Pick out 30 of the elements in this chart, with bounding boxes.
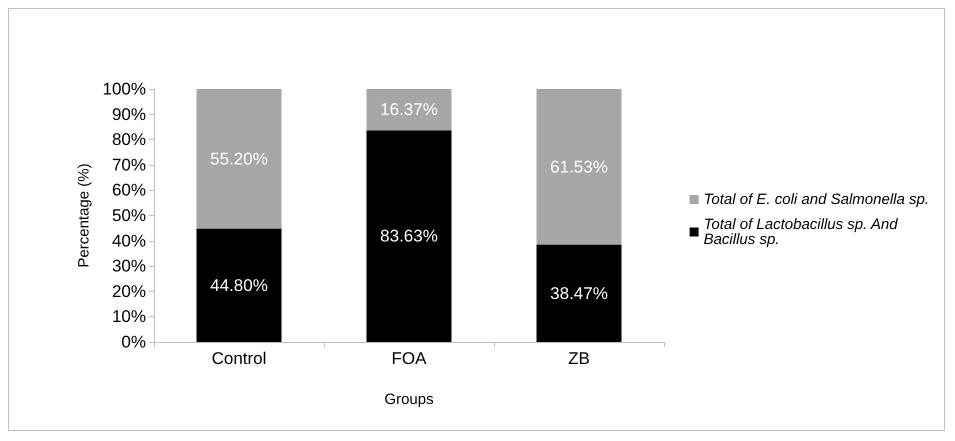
bar <box>366 130 452 342</box>
y-tick-label: 0% <box>121 332 146 352</box>
bar <box>536 244 622 342</box>
legend-label: Total of Lactobacillus sp. And Bacillus sp. <box>704 216 902 248</box>
y-tick-label: 100% <box>102 80 146 98</box>
data-label: 16.37% <box>380 100 438 120</box>
y-axis-title: Percentage (%) <box>76 163 93 268</box>
y-tick-label: 10% <box>112 307 146 326</box>
y-tick-label: 50% <box>112 206 146 225</box>
x-tick-label: FOA <box>392 349 428 368</box>
y-tick-label: 40% <box>112 231 146 250</box>
bar <box>536 89 622 245</box>
data-label: 55.20% <box>210 149 268 168</box>
data-label: 44.80% <box>210 276 268 295</box>
data-label: 38.47% <box>550 284 608 303</box>
x-tick-label: Control <box>212 349 266 368</box>
y-tick-label: 20% <box>112 282 146 301</box>
x-tick-label: ZB <box>568 349 590 368</box>
data-label: 61.53% <box>550 157 608 176</box>
y-tick-label: 80% <box>112 130 146 150</box>
bar <box>196 228 282 342</box>
y-tick-label: 70% <box>112 155 146 174</box>
bar <box>366 89 452 130</box>
data-label: 83.63% <box>380 226 438 246</box>
y-tick-label: 90% <box>112 104 146 124</box>
y-tick-label: 30% <box>112 256 146 276</box>
y-tick-label: 60% <box>112 180 146 200</box>
x-axis-title: Groups <box>384 391 434 408</box>
bar <box>196 89 282 229</box>
legend-label: Total of E. coli and Salmonella sp. <box>704 191 930 208</box>
